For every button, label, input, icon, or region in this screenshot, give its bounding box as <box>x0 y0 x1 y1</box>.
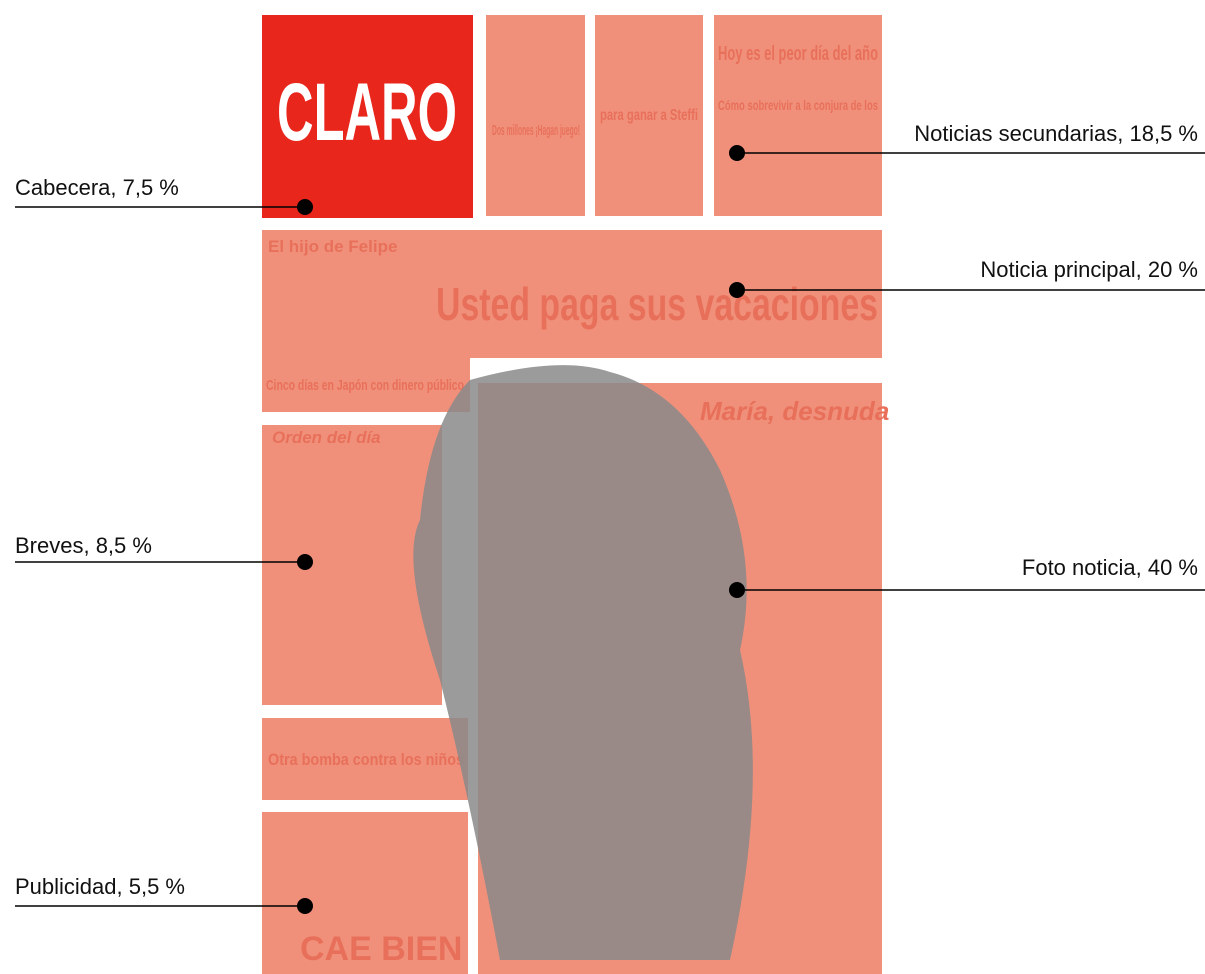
headline: Hoy es el peor día del año <box>718 43 878 65</box>
masthead: CLARO <box>277 67 457 158</box>
layout-diagram: CLARO Dos millones ¡Hagan juego! para ga… <box>0 0 1205 974</box>
secondary-block <box>486 15 585 216</box>
headline: Cómo sobrevivir a la conjura de los <box>718 97 878 113</box>
headline: Dos millones ¡Hagan juego! <box>492 122 580 139</box>
annotation: Noticias secundarias, 18,5 % <box>914 121 1198 146</box>
annotation: Noticia principal, 20 % <box>980 257 1198 282</box>
leader-dot <box>297 898 313 914</box>
headline: CAE BIEN <box>300 930 462 968</box>
leader-dot <box>297 199 313 215</box>
headline: para ganar a Steffi <box>600 107 698 124</box>
annotation: Breves, 8,5 % <box>15 533 152 558</box>
headline: María, desnuda <box>700 396 889 426</box>
headline: Otra bomba contra los niños <box>268 750 464 769</box>
headline: Usted paga sus vacaciones <box>436 278 878 330</box>
headline: El hijo de Felipe <box>268 237 397 256</box>
leader-dot <box>729 282 745 298</box>
annotation: Publicidad, 5,5 % <box>15 874 185 899</box>
annotation: Cabecera, 7,5 % <box>15 175 179 200</box>
leader-dot <box>729 145 745 161</box>
leader-dot <box>729 582 745 598</box>
headline: Cinco días en Japón con dinero público <box>266 377 464 394</box>
leader-dot <box>297 554 313 570</box>
annotation: Foto noticia, 40 % <box>1022 555 1198 580</box>
headline: Orden del día <box>272 428 381 447</box>
